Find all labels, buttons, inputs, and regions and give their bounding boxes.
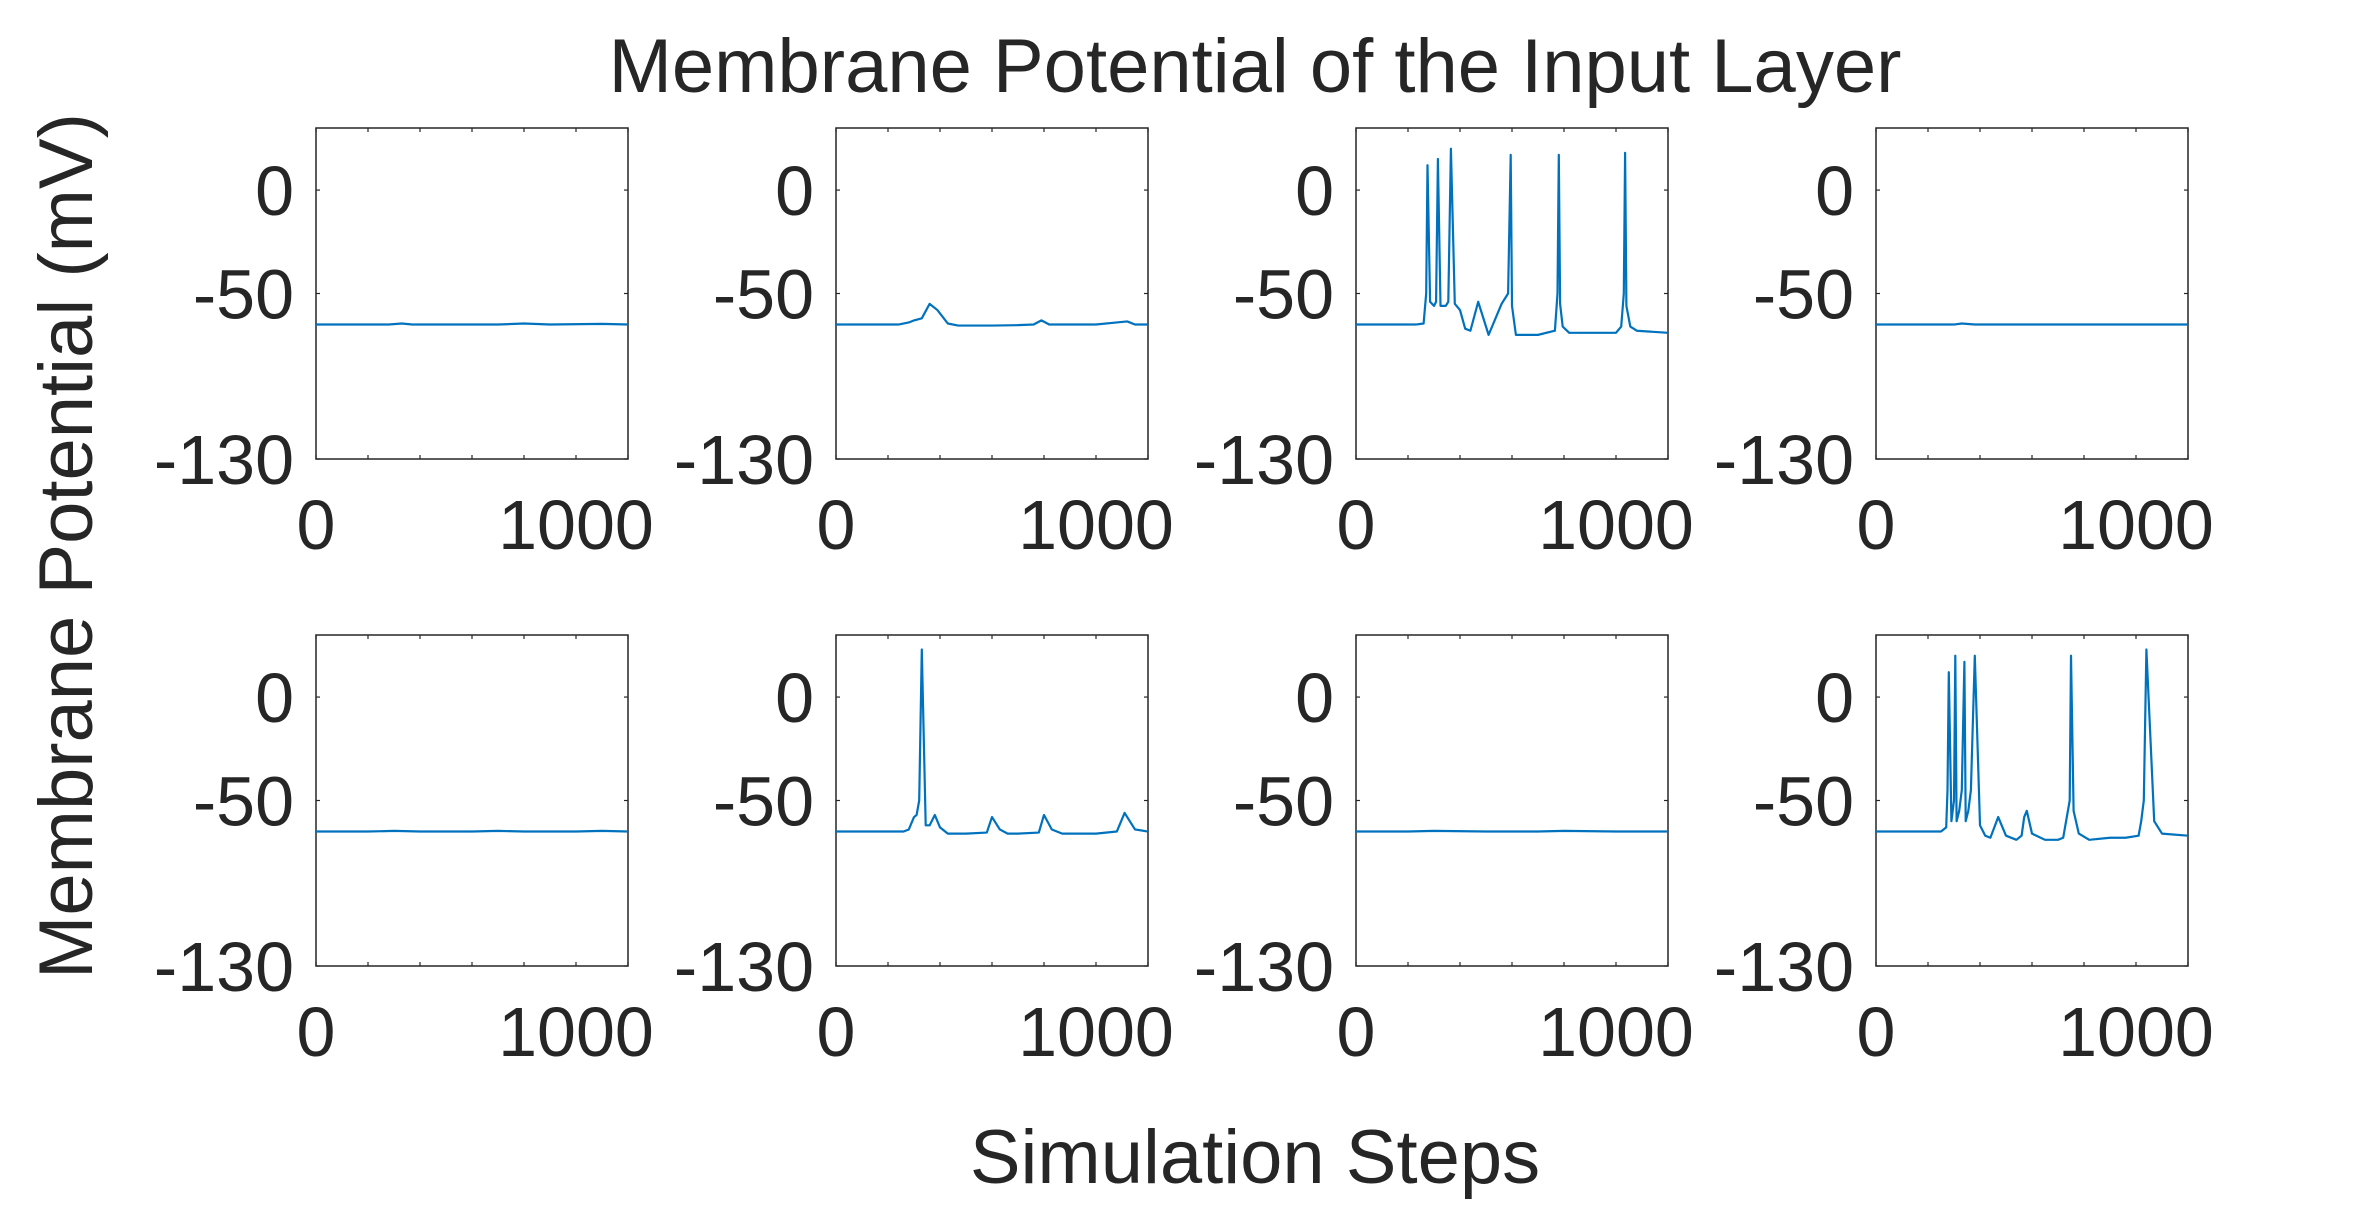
- y-tick-label: -130: [1714, 928, 1854, 1006]
- series-line: [1876, 648, 2189, 841]
- y-tick-label: -50: [713, 256, 814, 334]
- y-tick-label: 0: [1815, 152, 1854, 230]
- x-tick-label: 1000: [1538, 486, 1694, 564]
- x-tick-label: 1000: [498, 486, 654, 564]
- series-line: [1876, 322, 2188, 326]
- subplot-2: -130 -50 0 0 1000: [674, 127, 1174, 564]
- series-line: [1356, 829, 1668, 833]
- chart-title: Membrane Potential of the Input Layer: [609, 24, 1902, 109]
- y-tick-label: -50: [1753, 763, 1854, 841]
- series-line: [316, 829, 629, 833]
- subplot-7: -130 -50 0 0 1000: [1194, 634, 1694, 1071]
- y-tick-label: -50: [193, 763, 294, 841]
- axes-box: [835, 634, 1149, 967]
- series-line: [836, 648, 1149, 835]
- y-tick-label: -130: [1194, 928, 1334, 1006]
- axes-box: [1875, 127, 2189, 460]
- y-tick-label: -50: [1753, 256, 1854, 334]
- y-tick-label: 0: [775, 152, 814, 230]
- subplot-3: -130 -50 0 0 1000: [1194, 127, 1694, 564]
- subplot-8: -130 -50 0 0 1000: [1714, 634, 2214, 1071]
- y-tick-label: -130: [674, 928, 814, 1006]
- x-tick-label: 1000: [1018, 486, 1174, 564]
- y-tick-label: -130: [1714, 421, 1854, 499]
- series-line: [836, 302, 1148, 327]
- subplot-5: -130 -50 0 0 1000: [154, 634, 654, 1071]
- series-line: [316, 322, 629, 326]
- y-tick-label: 0: [1295, 659, 1334, 737]
- y-tick-label: -50: [713, 763, 814, 841]
- x-tick-label: 1000: [2058, 993, 2214, 1071]
- y-tick-label: 0: [255, 152, 294, 230]
- y-tick-label: 0: [1815, 659, 1854, 737]
- axes-box: [1355, 634, 1669, 967]
- y-tick-label: -130: [154, 421, 294, 499]
- x-tick-label: 0: [1857, 486, 1896, 564]
- y-tick-label: -130: [674, 421, 814, 499]
- subplot-4: -130 -50 0 0 1000: [1714, 127, 2214, 564]
- y-tick-label: -50: [193, 256, 294, 334]
- axes-box: [315, 127, 629, 460]
- y-tick-label: -50: [1233, 256, 1334, 334]
- x-tick-label: 1000: [1538, 993, 1694, 1071]
- x-tick-label: 1000: [2058, 486, 2214, 564]
- x-tick-label: 0: [297, 993, 336, 1071]
- series-line: [1356, 147, 1669, 336]
- y-tick-label: 0: [1295, 152, 1334, 230]
- y-tick-label: 0: [255, 659, 294, 737]
- axes-box: [1875, 634, 2189, 967]
- x-tick-label: 0: [817, 486, 856, 564]
- x-axis-label: Simulation Steps: [970, 1115, 1540, 1200]
- x-tick-label: 0: [297, 486, 336, 564]
- axes-box: [835, 127, 1149, 460]
- y-tick-label: -130: [154, 928, 294, 1006]
- subplot-6: -130 -50 0 0 1000: [674, 634, 1174, 1071]
- subplot-1: -130 -50 0 0 1000: [154, 127, 654, 564]
- x-tick-label: 0: [1337, 486, 1376, 564]
- y-tick-label: -50: [1233, 763, 1334, 841]
- x-tick-label: 0: [1857, 993, 1896, 1071]
- x-tick-label: 1000: [1018, 993, 1174, 1071]
- y-tick-label: 0: [775, 659, 814, 737]
- x-tick-label: 1000: [498, 993, 654, 1071]
- y-axis-label: Membrane Potential (mV): [24, 113, 109, 979]
- y-tick-label: -130: [1194, 421, 1334, 499]
- axes-box: [315, 634, 629, 967]
- x-tick-label: 0: [817, 993, 856, 1071]
- x-tick-label: 0: [1337, 993, 1376, 1071]
